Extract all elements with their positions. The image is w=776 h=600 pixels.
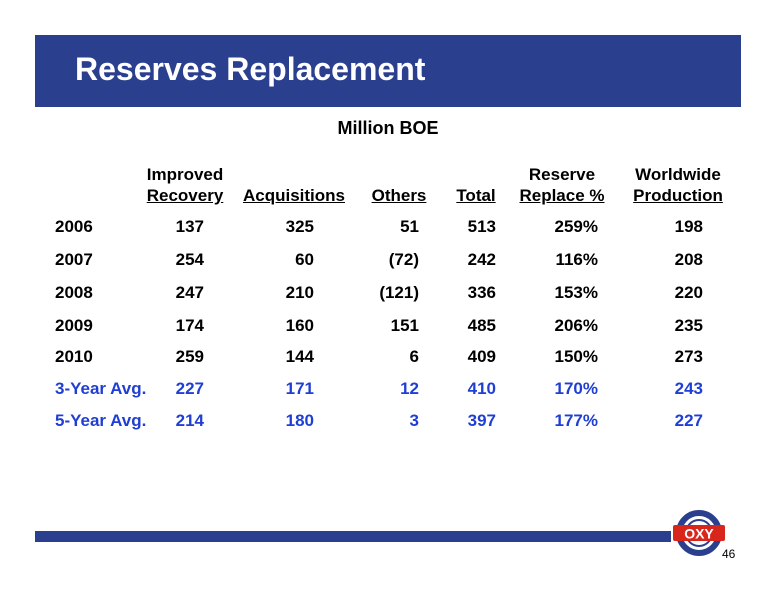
table-cell: 235 — [674, 316, 703, 335]
table-cell: 160 — [285, 316, 314, 335]
header-line2: Total — [456, 186, 496, 205]
table-cell: 254 — [175, 250, 204, 269]
table-cell: 227 — [175, 379, 204, 398]
table-cell: 397 — [467, 411, 496, 430]
row-label: 2010 — [55, 347, 93, 366]
oxy-logo: OXY — [673, 510, 725, 556]
row-label: 2007 — [55, 250, 93, 269]
col-improved-recovery-header: Improved Recovery — [125, 164, 245, 206]
table-cell: 177% — [554, 411, 598, 430]
table-cell: 137 — [175, 217, 204, 236]
header-line1: Reserve — [528, 165, 596, 184]
header-line2: Production — [633, 186, 723, 205]
units-subtitle: Million BOE — [337, 118, 439, 138]
col-reserve-replace-header: Reserve Replace % — [502, 164, 622, 206]
table-cell: (72) — [388, 250, 419, 269]
table-cell: 259 — [175, 347, 204, 366]
table-cell: 170% — [554, 379, 598, 398]
header-line1: Worldwide — [635, 165, 721, 184]
table-cell: 242 — [467, 250, 496, 269]
footer-bar — [35, 531, 671, 542]
table-cell: 210 — [285, 283, 314, 302]
row-label: 2008 — [55, 283, 93, 302]
header-line2: Acquisitions — [242, 186, 345, 205]
table-cell: 214 — [175, 411, 204, 430]
table-cell: 116% — [555, 250, 598, 269]
table-cell: 273 — [674, 347, 703, 366]
header-line1: Improved — [146, 165, 224, 184]
table-cell: 513 — [467, 217, 496, 236]
table-cell: 247 — [175, 283, 204, 302]
title-bar: Reserves Replacement — [35, 35, 741, 107]
header-line1 — [234, 164, 354, 185]
table-cell: 227 — [674, 411, 703, 430]
row-label: 2006 — [55, 217, 93, 236]
table-cell: 174 — [175, 316, 204, 335]
table-cell: 12 — [400, 379, 419, 398]
table-cell: 171 — [285, 379, 314, 398]
table-cell: 3 — [409, 411, 419, 430]
table-cell: 51 — [400, 217, 419, 236]
table-cell: 180 — [285, 411, 314, 430]
col-acquisitions-header: Acquisitions — [234, 164, 354, 206]
header-line2: Recovery — [146, 186, 224, 205]
table-cell: 485 — [467, 316, 496, 335]
table-cell: 151 — [390, 316, 419, 335]
header-line2: Replace % — [519, 186, 605, 205]
col-others-header: Others — [339, 164, 459, 206]
table-cell: (121) — [379, 283, 419, 302]
table-cell: 198 — [674, 217, 703, 236]
row-label: 3-Year Avg. — [55, 379, 147, 398]
table-cell: 6 — [409, 347, 419, 366]
table-cell: 208 — [674, 250, 703, 269]
table-cell: 220 — [674, 283, 703, 302]
table-cell: 60 — [295, 250, 314, 269]
row-label: 2009 — [55, 316, 93, 335]
page-number: 46 — [722, 547, 736, 561]
header-line2: Others — [371, 186, 427, 205]
row-label: 5-Year Avg. — [55, 411, 147, 430]
table-cell: 206% — [554, 316, 598, 335]
table-cell: 243 — [674, 379, 703, 398]
table-cell: 153% — [554, 283, 598, 302]
col-worldwide-production-header: Worldwide Production — [618, 164, 738, 206]
table-cell: 325 — [285, 217, 314, 236]
col-total-header: Total — [416, 164, 536, 206]
table-cell: 410 — [467, 379, 496, 398]
page-title: Reserves Replacement — [75, 51, 426, 87]
table-cell: 144 — [285, 347, 314, 366]
table-cell: 409 — [467, 347, 496, 366]
table-cell: 150% — [554, 347, 598, 366]
table-cell: 336 — [467, 283, 496, 302]
logo-text: OXY — [684, 526, 714, 542]
table-cell: 259% — [554, 217, 598, 236]
